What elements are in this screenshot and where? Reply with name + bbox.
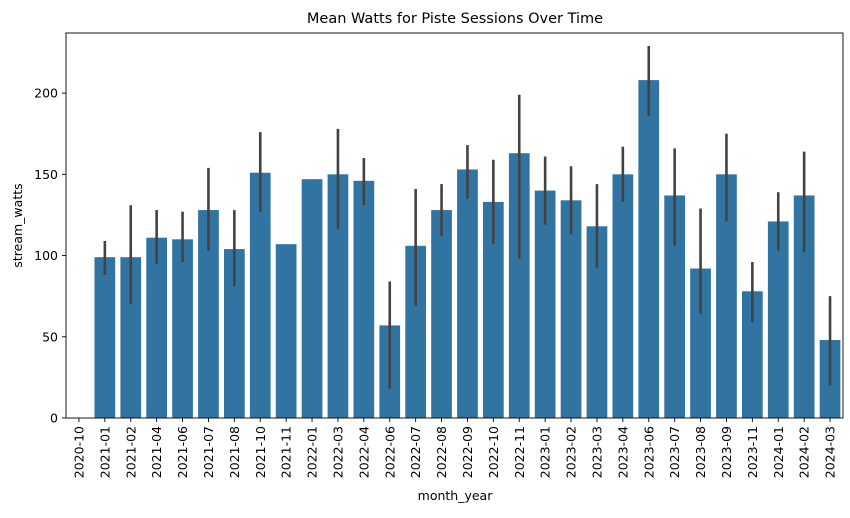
bar-2021-04	[146, 237, 168, 418]
bar-2024-01	[767, 221, 789, 418]
y-tick-label: 0	[50, 411, 58, 426]
x-tick-label: 2022-01	[305, 426, 320, 478]
x-tick-label: 2023-06	[641, 426, 656, 478]
x-tick-label: 2024-02	[797, 426, 812, 478]
bar-2022-10	[482, 201, 504, 418]
bar-2022-08	[431, 210, 452, 418]
error-bars-group	[103, 45, 832, 389]
x-tick-label: 2021-07	[201, 426, 216, 478]
bar-2023-03	[586, 226, 608, 418]
x-tick-label: 2024-03	[823, 426, 838, 478]
x-tick-label: 2021-01	[97, 426, 112, 478]
bar-2021-01	[94, 257, 116, 418]
x-tick-label: 2022-04	[356, 426, 371, 478]
x-tick-label: 2023-07	[667, 426, 682, 478]
y-tick-label: 100	[34, 248, 58, 263]
x-tick-label: 2023-09	[719, 426, 734, 478]
bar-2022-07	[405, 245, 427, 418]
y-axis-label: stream_watts	[10, 183, 25, 267]
x-tick-label: 2023-11	[745, 426, 760, 478]
x-tick-label: 2022-10	[486, 426, 501, 478]
bar-2023-06	[638, 80, 660, 418]
x-tick-label: 2020-10	[71, 426, 86, 478]
bar-2021-06	[172, 239, 193, 418]
x-tick-label: 2023-02	[564, 426, 579, 478]
bar-2023-07	[664, 195, 686, 418]
bar-2021-08	[223, 249, 245, 418]
bar-2021-02	[120, 257, 142, 418]
bar-2021-11	[275, 244, 297, 418]
x-axis: 2020-10 2021-01 2021-02 2021-04 2021-06 2021-…	[71, 418, 838, 478]
x-tick-label: 2024-01	[771, 426, 786, 478]
x-tick-label: 2021-10	[253, 426, 268, 478]
chart-title: Mean Watts for Piste Sessions Over Time	[307, 11, 603, 27]
x-tick-label: 2023-03	[589, 426, 604, 478]
x-tick-label: 2021-02	[123, 426, 138, 478]
bar-2022-11	[508, 153, 530, 418]
x-tick-label: 2023-01	[538, 426, 553, 478]
bar-2022-01	[301, 179, 323, 418]
x-tick-label: 2021-06	[175, 426, 190, 478]
bar-2023-01	[534, 190, 556, 418]
y-tick-label: 50	[42, 329, 58, 344]
x-axis-label: month_year	[418, 488, 494, 503]
x-tick-label: 2021-11	[279, 426, 294, 478]
x-tick-label: 2022-06	[382, 426, 397, 478]
bars-group	[94, 80, 841, 418]
x-tick-label: 2022-11	[512, 426, 527, 478]
y-tick-label: 200	[34, 86, 58, 101]
y-axis: 0 50 100 150 200	[34, 86, 66, 426]
bar-2021-07	[198, 210, 219, 418]
plot-frame	[65, 32, 844, 419]
x-tick-label: 2022-03	[330, 426, 345, 478]
bar-2023-09	[716, 174, 737, 418]
x-tick-label: 2022-07	[408, 426, 423, 478]
y-tick-label: 150	[34, 167, 58, 182]
bar-2023-11	[741, 291, 763, 418]
bar-2022-03	[327, 174, 349, 418]
bar-2024-02	[793, 195, 815, 418]
x-tick-label: 2022-09	[460, 426, 475, 478]
bar-2023-08	[690, 268, 711, 418]
bar-2021-10	[249, 172, 271, 418]
x-tick-label: 2021-08	[227, 426, 242, 478]
x-tick-label: 2023-08	[693, 426, 708, 478]
bar-2023-04	[612, 174, 634, 418]
x-tick-label: 2021-04	[149, 426, 164, 478]
bar-2022-09	[457, 169, 478, 418]
bar-2022-04	[353, 180, 375, 418]
x-tick-label: 2022-08	[434, 426, 449, 478]
x-tick-label: 2023-04	[615, 426, 630, 478]
bar-2023-02	[560, 200, 582, 418]
